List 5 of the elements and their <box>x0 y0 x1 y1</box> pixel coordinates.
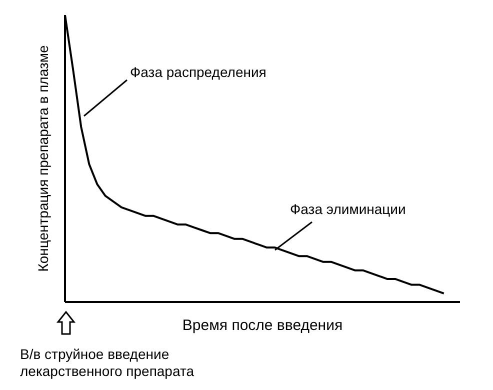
annotation: Фаза распределения <box>130 64 268 81</box>
text: В/в струйное введение лекарственного препарата <box>20 346 195 380</box>
annotation: Фаза элиминации <box>290 201 407 218</box>
y-axis-title: Концентрация препарата в плазме <box>34 44 51 272</box>
x-axis-title: Время после введения <box>182 317 343 334</box>
